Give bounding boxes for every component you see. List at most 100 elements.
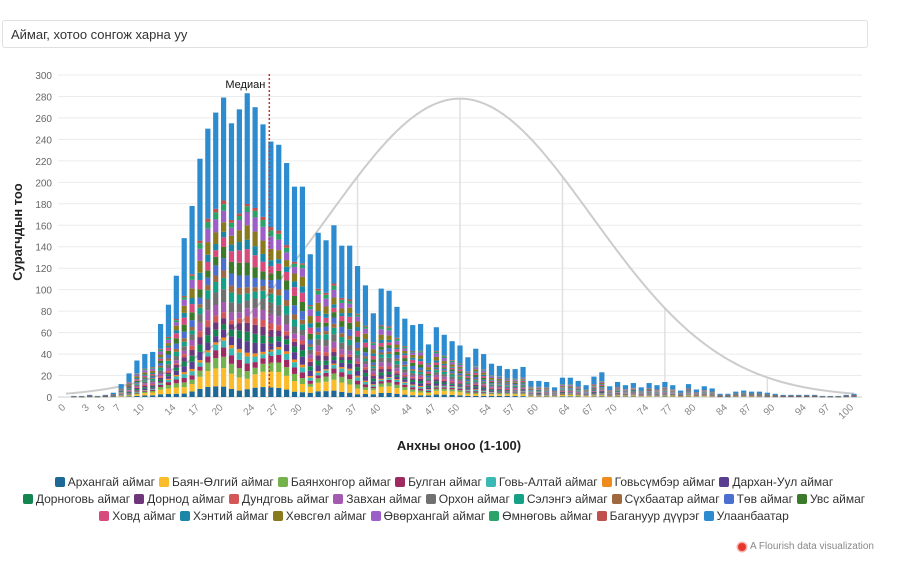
- bar-stack-score-92[interactable]: [788, 394, 794, 398]
- bar-segment[interactable]: [654, 390, 660, 391]
- bar-segment[interactable]: [268, 266, 274, 274]
- bar-segment[interactable]: [520, 389, 526, 390]
- bar-segment[interactable]: [410, 384, 416, 386]
- bar-segment[interactable]: [134, 383, 140, 385]
- bar-segment[interactable]: [307, 305, 313, 307]
- bar-segment[interactable]: [394, 344, 400, 348]
- bar-stack-score-43[interactable]: [402, 318, 408, 397]
- bar-segment[interactable]: [378, 325, 384, 327]
- bar-segment[interactable]: [244, 206, 250, 213]
- bar-segment[interactable]: [134, 392, 140, 394]
- bar-segment[interactable]: [228, 363, 235, 374]
- bar-segment[interactable]: [276, 372, 282, 388]
- bar-segment[interactable]: [347, 329, 353, 336]
- bar-segment[interactable]: [276, 354, 282, 363]
- bar-segment[interactable]: [323, 313, 329, 318]
- bar-segment[interactable]: [299, 292, 305, 302]
- bar-segment[interactable]: [362, 333, 369, 340]
- bar-segment[interactable]: [331, 312, 337, 318]
- bar-segment[interactable]: [748, 391, 755, 394]
- bar-segment[interactable]: [150, 368, 156, 371]
- bar-segment[interactable]: [386, 339, 392, 343]
- bar-segment[interactable]: [615, 396, 621, 397]
- bar-segment[interactable]: [197, 344, 203, 352]
- bar-segment[interactable]: [764, 392, 770, 395]
- bar-segment[interactable]: [520, 380, 526, 383]
- bar-segment[interactable]: [213, 208, 219, 213]
- bar-segment[interactable]: [157, 373, 164, 377]
- bar-stack-score-89[interactable]: [764, 392, 770, 398]
- bar-segment[interactable]: [142, 391, 148, 392]
- bar-segment[interactable]: [488, 388, 495, 390]
- bar-segment[interactable]: [496, 395, 502, 397]
- bar-segment[interactable]: [347, 356, 353, 360]
- bar-segment[interactable]: [236, 352, 242, 360]
- bar-segment[interactable]: [512, 394, 518, 397]
- bar-segment[interactable]: [481, 369, 487, 371]
- bar-segment[interactable]: [276, 295, 282, 306]
- bar-segment[interactable]: [473, 383, 479, 385]
- bar-stack-score-45[interactable]: [418, 324, 424, 397]
- bar-segment[interactable]: [213, 336, 219, 343]
- bar-segment[interactable]: [181, 366, 187, 373]
- bar-segment[interactable]: [173, 367, 179, 371]
- bar-segment[interactable]: [252, 324, 258, 334]
- legend-item[interactable]: Дорнод аймаг: [134, 491, 225, 508]
- bar-segment[interactable]: [354, 336, 361, 343]
- bar-segment[interactable]: [386, 348, 392, 352]
- bar-segment[interactable]: [410, 365, 416, 370]
- bar-segment[interactable]: [402, 355, 408, 359]
- bar-segment[interactable]: [354, 321, 361, 328]
- bar-segment[interactable]: [339, 299, 345, 303]
- bar-segment[interactable]: [181, 305, 187, 313]
- bar-segment[interactable]: [315, 311, 321, 316]
- bar-segment[interactable]: [520, 389, 526, 391]
- bar-segment[interactable]: [512, 379, 518, 381]
- bar-stack-score-58[interactable]: [520, 366, 526, 397]
- bar-segment[interactable]: [276, 316, 282, 326]
- bar-segment[interactable]: [126, 387, 132, 389]
- bar-segment[interactable]: [252, 291, 258, 299]
- bar-segment[interactable]: [299, 350, 305, 357]
- bar-segment[interactable]: [331, 373, 337, 380]
- bar-segment[interactable]: [441, 379, 447, 381]
- bar-segment[interactable]: [142, 379, 148, 381]
- bar-segment[interactable]: [433, 362, 439, 366]
- bar-segment[interactable]: [362, 387, 369, 390]
- bar-segment[interactable]: [323, 331, 329, 335]
- bar-segment[interactable]: [449, 366, 455, 368]
- bar-segment[interactable]: [157, 376, 164, 378]
- bar-segment[interactable]: [567, 385, 573, 387]
- bar-segment[interactable]: [323, 372, 329, 377]
- bar-segment[interactable]: [213, 342, 219, 345]
- bar-segment[interactable]: [173, 330, 179, 334]
- bar-segment[interactable]: [134, 383, 140, 384]
- bar-segment[interactable]: [488, 392, 495, 393]
- bar-stack-score-4[interactable]: [94, 395, 101, 398]
- bar-segment[interactable]: [599, 372, 605, 382]
- bar-segment[interactable]: [252, 255, 258, 268]
- bar-segment[interactable]: [260, 220, 266, 227]
- bar-segment[interactable]: [150, 380, 156, 383]
- bar-segment[interactable]: [134, 394, 140, 396]
- bar-segment[interactable]: [670, 389, 676, 391]
- bar-segment[interactable]: [165, 378, 172, 380]
- bar-segment[interactable]: [512, 385, 518, 387]
- bar-segment[interactable]: [599, 386, 605, 388]
- bar-segment[interactable]: [221, 356, 227, 369]
- bar-segment[interactable]: [118, 390, 124, 391]
- bar-segment[interactable]: [386, 335, 392, 340]
- bar-stack-score-3[interactable]: [87, 394, 93, 398]
- bar-segment[interactable]: [189, 339, 195, 346]
- bar-segment[interactable]: [118, 390, 124, 392]
- bar-segment[interactable]: [339, 333, 345, 338]
- bar-segment[interactable]: [157, 394, 164, 397]
- bar-segment[interactable]: [465, 377, 471, 380]
- bar-segment[interactable]: [457, 366, 463, 369]
- bar-stack-score-60[interactable]: [536, 380, 542, 397]
- bar-segment[interactable]: [512, 384, 518, 386]
- bar-segment[interactable]: [496, 365, 502, 377]
- bar-segment[interactable]: [567, 389, 573, 390]
- bar-segment[interactable]: [449, 367, 455, 370]
- bar-segment[interactable]: [268, 260, 274, 267]
